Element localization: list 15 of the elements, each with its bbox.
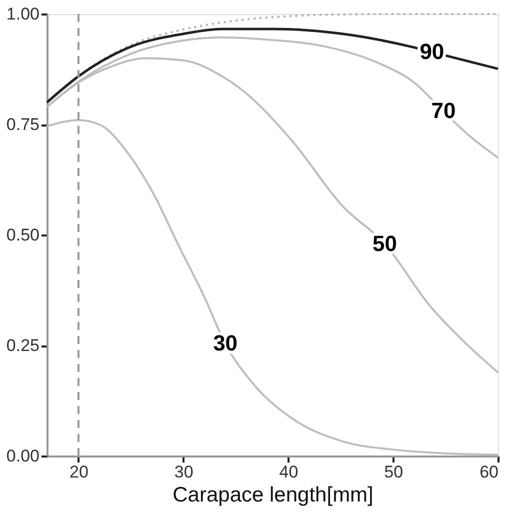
annotation: 70 bbox=[431, 98, 456, 124]
x-tick-label: 50 bbox=[384, 462, 404, 482]
x-axis-title: Carapace length[mm] bbox=[172, 484, 374, 506]
x-tick-label: 60 bbox=[480, 462, 498, 482]
y-tick-label: 1.00 bbox=[6, 4, 40, 24]
y-tick-label: 0.50 bbox=[6, 226, 40, 244]
y-tick-label: 0.25 bbox=[6, 336, 40, 355]
x-tick-label: 40 bbox=[279, 462, 298, 482]
annotation: 50 bbox=[372, 230, 397, 256]
x-tick-label: 20 bbox=[70, 462, 88, 482]
y-tick-label: 0.75 bbox=[6, 115, 40, 134]
x-tick-label: 30 bbox=[174, 462, 194, 482]
annotation: 30 bbox=[213, 330, 238, 356]
line-series bbox=[46, 28, 500, 104]
y-tick-label: 0.00 bbox=[6, 446, 40, 466]
